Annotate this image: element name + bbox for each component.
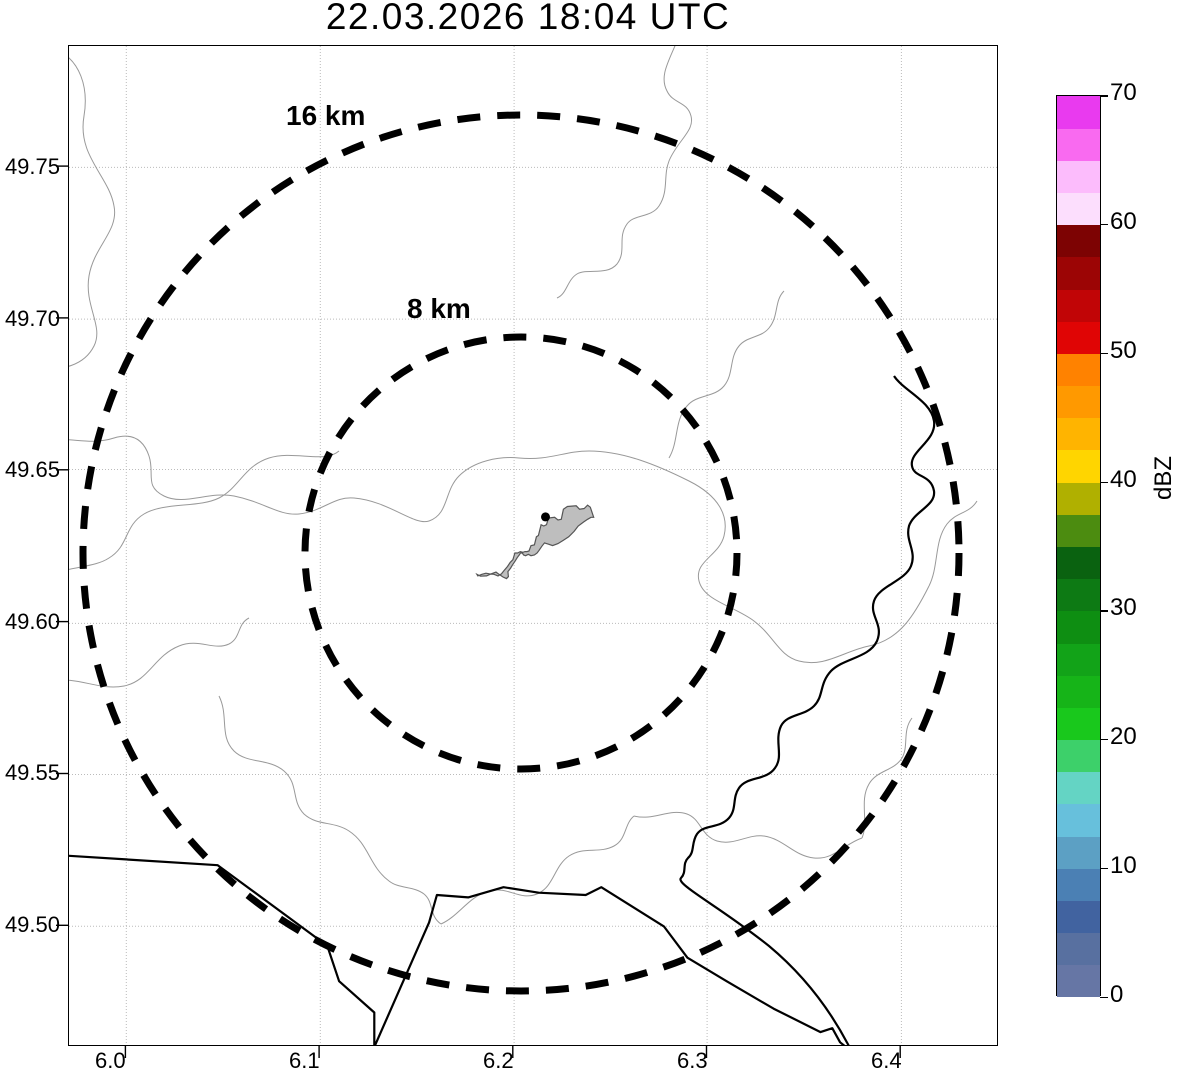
svg-text:16 km: 16 km [286, 100, 365, 131]
svg-text:8 km: 8 km [407, 293, 471, 324]
